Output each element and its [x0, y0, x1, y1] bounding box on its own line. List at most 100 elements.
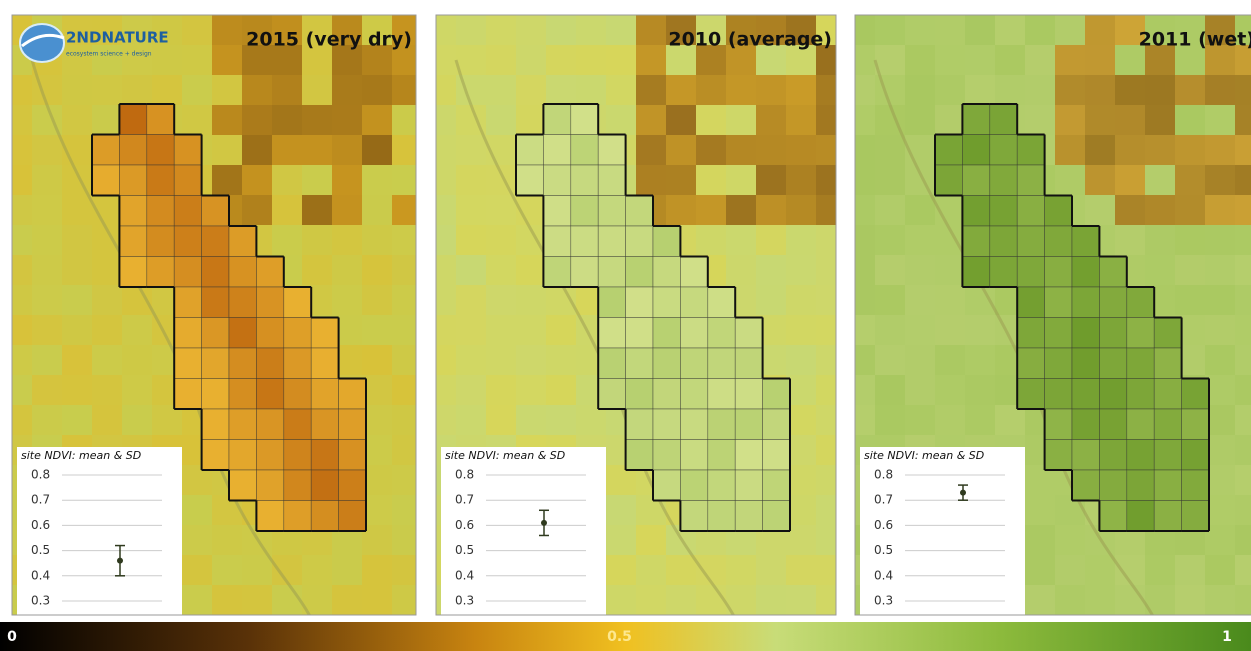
map-pixel	[935, 75, 965, 105]
map-pixel	[212, 15, 242, 45]
site-cell	[174, 196, 201, 227]
logo: 2NDNATUREecosystem science + design	[20, 24, 169, 62]
map-pixel	[1055, 555, 1085, 585]
site-cell	[311, 318, 338, 349]
site-cell	[626, 287, 653, 318]
map-pixel	[332, 585, 362, 615]
map-pixel	[32, 285, 62, 315]
map-pixel	[516, 285, 546, 315]
map-pixel	[845, 225, 875, 255]
map-pixel	[92, 45, 122, 75]
map-pixel	[362, 285, 392, 315]
site-cell	[1072, 287, 1099, 318]
site-cell	[990, 135, 1017, 166]
site-cell	[1099, 501, 1126, 532]
map-pixel	[756, 285, 786, 315]
map-pixel	[905, 315, 935, 345]
site-cell	[735, 348, 762, 379]
map-pixel	[905, 405, 935, 435]
map-pixel	[786, 105, 816, 135]
map-pixel	[1205, 225, 1235, 255]
map-pixel	[816, 435, 846, 465]
map-pixel	[392, 495, 422, 525]
site-cell	[1045, 226, 1072, 257]
site-cell	[653, 379, 680, 410]
map-pixel	[935, 105, 965, 135]
map-pixel	[392, 405, 422, 435]
map-pixel	[272, 195, 302, 225]
mean-point	[960, 490, 966, 496]
map-pixel	[636, 585, 666, 615]
site-cell	[1045, 348, 1072, 379]
map-pixel	[666, 135, 696, 165]
map-pixel	[1145, 555, 1175, 585]
map-pixel	[426, 75, 456, 105]
map-pixel	[696, 585, 726, 615]
site-cell	[990, 165, 1017, 196]
site-cell	[256, 318, 283, 349]
site-cell	[763, 470, 790, 501]
map-pixel	[905, 45, 935, 75]
map-pixel	[995, 45, 1025, 75]
site-cell	[990, 104, 1017, 135]
map-pixel	[2, 285, 32, 315]
map-pixel	[786, 555, 816, 585]
map-pixel	[875, 195, 905, 225]
map-pixel	[212, 135, 242, 165]
site-cell	[708, 409, 735, 440]
map-pixel	[845, 195, 875, 225]
mean-point	[117, 558, 123, 564]
site-cell	[92, 165, 119, 196]
map-pixel	[666, 585, 696, 615]
site-cell	[1127, 501, 1154, 532]
site-cell	[598, 348, 625, 379]
map-pixel	[546, 15, 576, 45]
map-pixel	[1085, 555, 1115, 585]
inset-title: site NDVI: mean & SD	[21, 449, 141, 462]
map-pixel	[935, 345, 965, 375]
site-cell	[1072, 318, 1099, 349]
map-pixel	[546, 375, 576, 405]
site-cell	[962, 135, 989, 166]
map-pixel	[92, 345, 122, 375]
site-cell	[626, 226, 653, 257]
map-pixel	[392, 345, 422, 375]
map-pixel	[1175, 75, 1205, 105]
map-pixel	[272, 165, 302, 195]
map-pixel	[606, 585, 636, 615]
map-pixel	[726, 255, 756, 285]
site-cell	[339, 379, 366, 410]
site-cell	[935, 165, 962, 196]
map-pixel	[1175, 255, 1205, 285]
map-pixel	[756, 585, 786, 615]
map-pixel	[786, 255, 816, 285]
site-cell	[680, 257, 707, 288]
map-pixel	[965, 375, 995, 405]
site-cell	[653, 440, 680, 471]
map-pixel	[362, 225, 392, 255]
map-pixel	[875, 255, 905, 285]
site-cell	[598, 196, 625, 227]
map-pixel	[1085, 15, 1115, 45]
site-cell	[119, 226, 146, 257]
site-cell	[92, 135, 119, 166]
map-pixel	[1175, 195, 1205, 225]
map-pixel	[242, 195, 272, 225]
site-cell	[339, 470, 366, 501]
map-pixel	[636, 105, 666, 135]
map-pixel	[1085, 135, 1115, 165]
map-pixel	[2, 255, 32, 285]
y-tick-label: 0.3	[31, 594, 50, 608]
site-cell	[1127, 379, 1154, 410]
map-pixel	[1085, 75, 1115, 105]
map-pixel	[875, 225, 905, 255]
inset-title: site NDVI: mean & SD	[445, 449, 565, 462]
site-cell	[571, 135, 598, 166]
map-pixel	[1235, 135, 1251, 165]
map-pixel	[845, 375, 875, 405]
site-cell	[653, 470, 680, 501]
map-panel: 2015 (very dry)site NDVI: mean & SD0.30.…	[2, 15, 422, 620]
map-pixel	[302, 225, 332, 255]
map-pixel	[486, 15, 516, 45]
map-pixel	[182, 495, 212, 525]
